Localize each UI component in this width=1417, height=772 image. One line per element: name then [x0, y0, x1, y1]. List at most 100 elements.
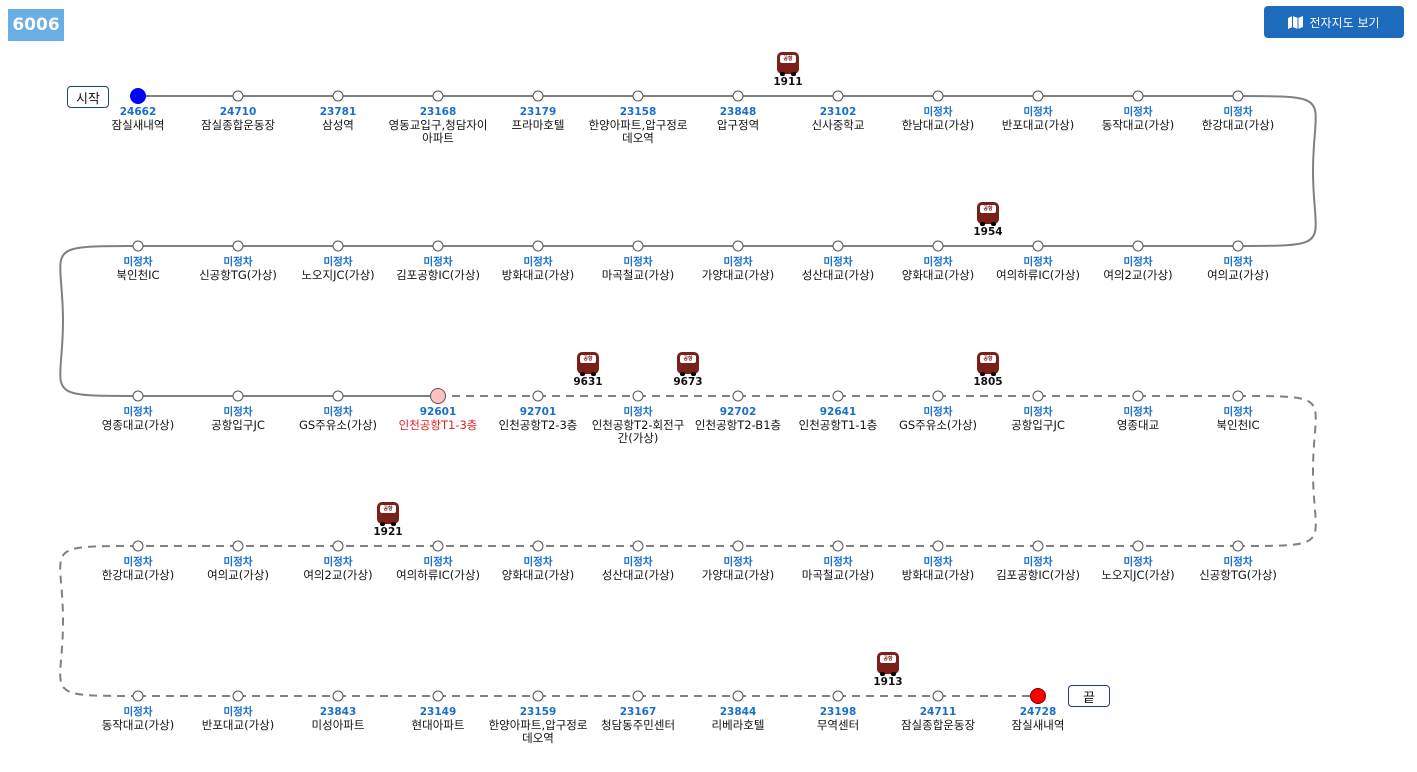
stop-label[interactable]: 92701 인천공항T2-3층 — [488, 406, 588, 432]
stop-marker[interactable] — [1032, 90, 1044, 102]
stop-label[interactable]: 23781 삼성역 — [288, 106, 388, 132]
stop-label[interactable]: 23848 압구정역 — [688, 106, 788, 132]
stop-marker[interactable] — [732, 240, 744, 252]
stop-marker[interactable] — [732, 90, 744, 102]
stop-marker[interactable] — [1232, 240, 1244, 252]
stop-label[interactable]: 23179 프라마호텔 — [488, 106, 588, 132]
stop-marker[interactable] — [1132, 390, 1144, 402]
stop-marker[interactable] — [432, 540, 444, 552]
stop-label[interactable]: 23843 미성아파트 — [288, 706, 388, 732]
stop-label[interactable]: 미정차 공항입구JC — [188, 406, 288, 432]
stop-marker[interactable] — [632, 240, 644, 252]
stop-marker[interactable] — [832, 240, 844, 252]
map-view-button[interactable]: 전자지도 보기 — [1264, 6, 1404, 38]
stop-marker[interactable] — [132, 240, 144, 252]
stop-marker[interactable] — [1032, 240, 1044, 252]
stop-label[interactable]: 미정차 여의하류IC(가상) — [388, 556, 488, 582]
stop-marker[interactable] — [132, 540, 144, 552]
stop-marker[interactable] — [1132, 540, 1144, 552]
stop-marker[interactable] — [1232, 390, 1244, 402]
stop-label[interactable]: 23844 리베라호텔 — [688, 706, 788, 732]
stop-label[interactable]: 23149 현대아파트 — [388, 706, 488, 732]
stop-label[interactable]: 미정차 반포대교(가상) — [988, 106, 1088, 132]
stop-label[interactable]: 미정차 한남대교(가상) — [888, 106, 988, 132]
stop-marker[interactable] — [332, 90, 344, 102]
stop-label[interactable]: 미정차 방화대교(가상) — [888, 556, 988, 582]
stop-marker[interactable] — [232, 690, 244, 702]
stop-marker[interactable] — [732, 390, 744, 402]
stop-marker[interactable] — [432, 240, 444, 252]
stop-label[interactable]: 미정차 한강대교(가상) — [1188, 106, 1288, 132]
stop-marker[interactable] — [132, 390, 144, 402]
stop-label[interactable]: 미정차 마곡철교(가상) — [588, 256, 688, 282]
stop-label[interactable]: 미정차 성산대교(가상) — [788, 256, 888, 282]
stop-marker[interactable] — [932, 540, 944, 552]
stop-marker[interactable] — [832, 90, 844, 102]
stop-label[interactable]: 23168 영동교입구,청담자이아파트 — [388, 106, 488, 145]
stop-label[interactable]: 미정차 신공항TG(가상) — [188, 256, 288, 282]
stop-label[interactable]: 미정차 동작대교(가상) — [1088, 106, 1188, 132]
stop-label[interactable]: 미정차 노오지JC(가상) — [1088, 556, 1188, 582]
stop-label[interactable]: 미정차 노오지JC(가상) — [288, 256, 388, 282]
stop-marker[interactable] — [332, 240, 344, 252]
stop-marker[interactable] — [1032, 390, 1044, 402]
stop-label[interactable]: 미정차 GS주유소(가상) — [888, 406, 988, 432]
stop-marker[interactable] — [432, 690, 444, 702]
stop-marker[interactable] — [232, 90, 244, 102]
stop-marker[interactable] — [332, 540, 344, 552]
stop-marker[interactable] — [1232, 90, 1244, 102]
stop-label[interactable]: 미정차 반포대교(가상) — [188, 706, 288, 732]
stop-label[interactable]: 미정차 여의2교(가상) — [1088, 256, 1188, 282]
stop-label[interactable]: 미정차 김포공항IC(가상) — [988, 556, 1088, 582]
stop-marker[interactable] — [232, 240, 244, 252]
stop-label[interactable]: 미정차 양화대교(가상) — [888, 256, 988, 282]
stop-label[interactable]: 미정차 공항입구JC — [988, 406, 1088, 432]
stop-marker[interactable] — [532, 90, 544, 102]
stop-marker[interactable] — [932, 690, 944, 702]
stop-marker[interactable] — [532, 690, 544, 702]
stop-label[interactable]: 미정차 북인천IC — [88, 256, 188, 282]
stop-marker[interactable] — [532, 540, 544, 552]
stop-marker[interactable] — [232, 390, 244, 402]
bus-marker[interactable]: 공항 1911 — [768, 52, 808, 88]
stop-label[interactable]: 미정차 여의교(가상) — [188, 556, 288, 582]
stop-label[interactable]: 92601 인천공항T1-3층 — [388, 406, 488, 432]
stop-label[interactable]: 92702 인천공항T2-B1층 — [688, 406, 788, 432]
bus-marker[interactable]: 공항 9673 — [668, 352, 708, 388]
stop-label[interactable]: 23102 신사중학교 — [788, 106, 888, 132]
stop-label[interactable]: 23167 청담동주민센터 — [588, 706, 688, 732]
stop-label[interactable]: 미정차 여의하류IC(가상) — [988, 256, 1088, 282]
stop-label[interactable]: 24710 잠실종합운동장 — [188, 106, 288, 132]
stop-label[interactable]: 미정차 GS주유소(가상) — [288, 406, 388, 432]
stop-marker[interactable] — [632, 540, 644, 552]
stop-marker[interactable] — [332, 690, 344, 702]
stop-marker[interactable] — [232, 540, 244, 552]
stop-marker[interactable] — [632, 390, 644, 402]
stop-label[interactable]: 미정차 양화대교(가상) — [488, 556, 588, 582]
stop-marker[interactable] — [932, 240, 944, 252]
start-stop-marker[interactable] — [130, 88, 146, 104]
stop-label[interactable]: 미정차 여의교(가상) — [1188, 256, 1288, 282]
stop-marker[interactable] — [1232, 540, 1244, 552]
bus-marker[interactable]: 공항 1805 — [968, 352, 1008, 388]
stop-label[interactable]: 24662 잠실새내역 — [88, 106, 188, 132]
stop-label[interactable]: 미정차 동작대교(가상) — [88, 706, 188, 732]
stop-label[interactable]: 미정차 인천공항T2-회전구간(가상) — [588, 406, 688, 445]
stop-marker[interactable] — [632, 690, 644, 702]
stop-label[interactable]: 미정차 가양대교(가상) — [688, 256, 788, 282]
stop-label[interactable]: 미정차 김포공항IC(가상) — [388, 256, 488, 282]
stop-marker[interactable] — [532, 390, 544, 402]
stop-marker[interactable] — [632, 90, 644, 102]
stop-label[interactable]: 미정차 한강대교(가상) — [88, 556, 188, 582]
stop-marker[interactable] — [532, 240, 544, 252]
stop-marker[interactable] — [432, 90, 444, 102]
stop-label[interactable]: 23159 한양아파트,압구정로데오역 — [488, 706, 588, 745]
stop-label[interactable]: 미정차 신공항TG(가상) — [1188, 556, 1288, 582]
stop-marker[interactable] — [1032, 540, 1044, 552]
stop-label[interactable]: 미정차 방화대교(가상) — [488, 256, 588, 282]
stop-marker[interactable] — [1132, 90, 1144, 102]
stop-label[interactable]: 92641 인천공항T1-1층 — [788, 406, 888, 432]
stop-label[interactable]: 미정차 영종대교 — [1088, 406, 1188, 432]
stop-marker[interactable] — [732, 540, 744, 552]
stop-label[interactable]: 24728 잠실새내역 — [988, 706, 1088, 732]
